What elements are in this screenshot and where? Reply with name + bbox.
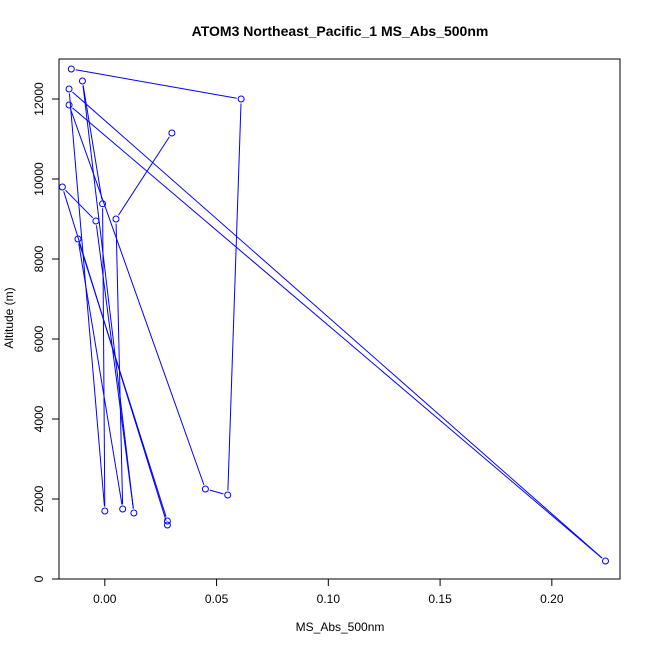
series-segment: [68, 93, 105, 507]
y-tick-label: 4000: [32, 405, 46, 432]
series-segment: [72, 107, 603, 559]
x-tick-label: 0.05: [205, 592, 229, 606]
data-point: [163, 521, 171, 529]
x-tick-label: 0.20: [540, 592, 564, 606]
y-tick-label: 2000: [32, 485, 46, 512]
x-tick-label: 0.00: [93, 592, 117, 606]
y-tick-label: 8000: [32, 245, 46, 272]
data-point: [601, 557, 609, 565]
x-tick-label: 0.10: [317, 592, 341, 606]
series-segment: [115, 223, 124, 505]
y-tick-label: 10000: [32, 162, 46, 196]
chart-title: ATOM3 Northeast_Pacific_1 MS_Abs_500nm: [192, 23, 489, 39]
data-point: [101, 507, 109, 515]
y-axis: 0 2000 4000 6000 8000 10000 12000: [32, 82, 60, 582]
plot-frame: [58, 58, 621, 580]
data-point: [78, 77, 86, 85]
data-point: [65, 85, 73, 93]
series-segment: [118, 136, 170, 216]
data-point: [92, 217, 100, 225]
data-point: [201, 485, 209, 493]
y-tick-label: 12000: [32, 82, 46, 116]
series-segment: [70, 109, 205, 485]
series-segment: [102, 208, 106, 507]
series-segment: [82, 85, 134, 509]
data-point: [168, 129, 176, 137]
x-axis-label: MS_Abs_500nm: [296, 620, 385, 634]
data-point: [130, 509, 138, 517]
series-segment: [227, 103, 242, 491]
data-point: [163, 517, 171, 525]
data-point: [74, 235, 82, 243]
x-tick-label: 0.15: [428, 592, 452, 606]
data-point: [119, 505, 127, 513]
series-segment: [82, 85, 103, 200]
data-point: [67, 65, 75, 73]
y-axis-label: Altitude (m): [2, 287, 16, 348]
y-tick-label: 6000: [32, 325, 46, 352]
data-point: [65, 101, 73, 109]
data-point: [99, 200, 107, 208]
series-segment: [209, 489, 224, 495]
x-axis: 0.00 0.05 0.10 0.15 0.20: [93, 578, 564, 606]
series-segment: [72, 91, 603, 559]
data-point: [237, 95, 245, 103]
y-tick-label: 0: [32, 575, 46, 582]
data-point: [112, 215, 120, 223]
series-segment: [95, 225, 134, 509]
data-point: [224, 491, 232, 499]
series-altitude-profile: [58, 65, 609, 565]
series-segment: [75, 69, 237, 99]
data-point: [58, 183, 66, 191]
